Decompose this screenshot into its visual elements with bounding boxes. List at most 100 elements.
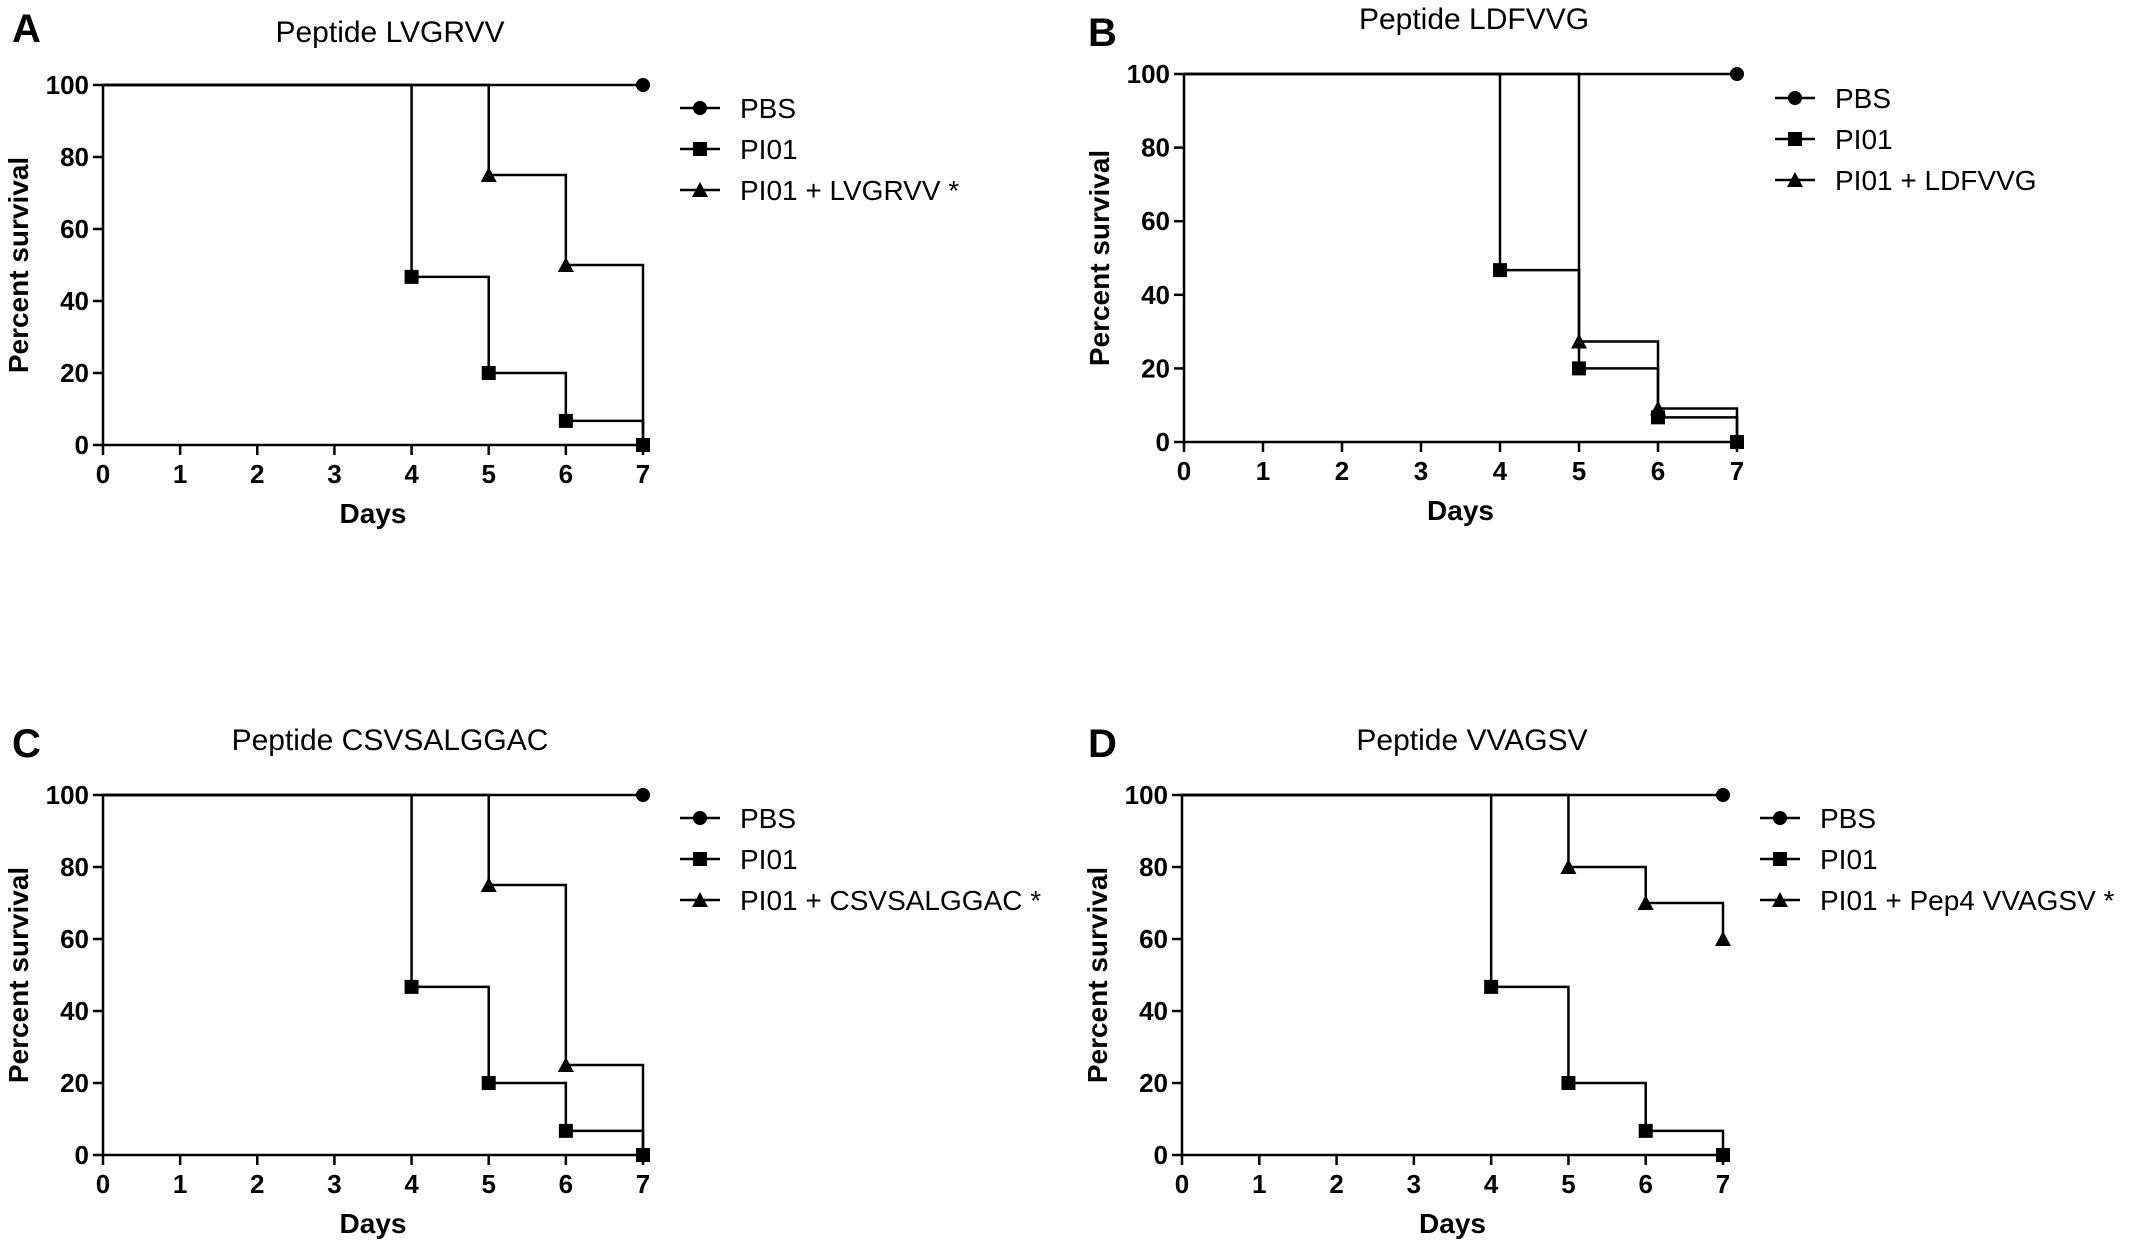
series-line xyxy=(103,793,645,1155)
data-point-circle xyxy=(1716,788,1730,802)
legend-marker-circle xyxy=(1773,811,1787,825)
data-point-square xyxy=(558,413,573,428)
x-tick-label: 1 xyxy=(1252,1169,1266,1199)
y-tick-label: 80 xyxy=(1139,852,1168,882)
y-tick-label: 100 xyxy=(46,70,89,100)
x-axis-label: Days xyxy=(340,1208,407,1239)
panel-c: C Peptide CSVSALGGAC 0 20 40 60 80 100 0 1 2 3 4 5 6 7 D… xyxy=(3,722,1041,1239)
y-tick-label: 20 xyxy=(60,358,89,388)
series-square xyxy=(103,83,650,452)
data-point-square xyxy=(558,1123,573,1138)
panel-d: D Peptide VVAGSV 0 20 40 60 80 100 0 1 2 3 4 5 6 7 Days P… xyxy=(1082,722,2115,1239)
series-square xyxy=(1182,793,1730,1162)
x-tick-label: 3 xyxy=(1414,456,1428,486)
y-tick-label: 100 xyxy=(1127,59,1170,89)
series-line xyxy=(1182,793,1725,939)
x-tick-label: 5 xyxy=(1561,1169,1575,1199)
y-tick-label: 20 xyxy=(1139,1068,1168,1098)
x-tick-label: 4 xyxy=(1493,456,1508,486)
legend-marker-square xyxy=(693,142,707,156)
x-tick-label: 2 xyxy=(1329,1169,1343,1199)
legend-marker-square xyxy=(1788,132,1802,146)
x-tick-label: 0 xyxy=(96,1169,110,1199)
legend-entry: PI01 xyxy=(1760,844,1878,875)
x-tick-label: 4 xyxy=(1484,1169,1499,1199)
y-axis-label: Percent survival xyxy=(3,867,34,1083)
y-tick-label: 80 xyxy=(60,142,89,172)
series-triangle xyxy=(1184,72,1739,442)
legend-entry: PI01 + CSVSALGGAC * xyxy=(680,885,1041,916)
y-tick-label: 60 xyxy=(60,924,89,954)
legend-marker-triangle xyxy=(1787,172,1803,187)
x-tick-label: 4 xyxy=(404,459,419,489)
data-point-triangle xyxy=(1571,333,1587,349)
legend-marker-triangle xyxy=(692,182,708,197)
x-tick-label: 0 xyxy=(96,459,110,489)
series-line xyxy=(103,793,645,1155)
x-tick-label: 6 xyxy=(559,1169,573,1199)
series-line xyxy=(1184,72,1739,442)
legend-marker-triangle xyxy=(1772,892,1788,907)
y-tick-label: 40 xyxy=(60,996,89,1026)
data-point-square xyxy=(1638,1123,1653,1138)
x-tick-label: 7 xyxy=(1730,456,1744,486)
data-point-triangle xyxy=(1637,895,1654,910)
series-square xyxy=(103,793,650,1162)
legend-entry: PI01 xyxy=(680,844,798,875)
y-tick-label: 100 xyxy=(46,780,89,810)
legend-entry: PBS xyxy=(1760,803,1876,834)
data-point-triangle xyxy=(557,257,574,272)
x-tick-label: 2 xyxy=(250,459,264,489)
data-point-circle xyxy=(636,78,650,92)
data-point-triangle xyxy=(480,877,497,892)
series-line xyxy=(103,83,645,445)
legend-label: PI01 xyxy=(1820,844,1878,875)
data-point-circle xyxy=(636,788,650,802)
series-line xyxy=(1182,793,1725,1155)
panel-letter: B xyxy=(1088,11,1117,55)
x-tick-label: 5 xyxy=(1572,456,1586,486)
data-point-square xyxy=(404,979,419,994)
data-point-triangle xyxy=(1715,931,1731,946)
data-point-triangle xyxy=(480,167,497,182)
legend-marker-square xyxy=(1773,852,1787,866)
series-triangle xyxy=(103,793,645,1155)
y-axis-label: Percent survival xyxy=(3,157,34,373)
y-axis-label: Percent survival xyxy=(1082,867,1113,1083)
x-tick-label: 5 xyxy=(481,459,495,489)
legend-marker-circle xyxy=(693,811,707,825)
legend-entry: PI01 + LDFVVG xyxy=(1775,165,2037,196)
y-tick-label: 80 xyxy=(1141,133,1170,163)
data-point-square xyxy=(1493,263,1507,278)
chart-title: Peptide LVGRVV xyxy=(275,16,504,49)
legend-label: PBS xyxy=(1820,803,1876,834)
legend-label: PI01 + CSVSALGGAC * xyxy=(740,885,1041,916)
x-tick-label: 7 xyxy=(636,1169,650,1199)
legend-label: PBS xyxy=(1835,83,1891,114)
legend-label: PBS xyxy=(740,803,796,834)
y-tick-label: 100 xyxy=(1125,780,1168,810)
data-point-triangle xyxy=(1650,400,1666,416)
legend-entry: PI01 + LVGRVV * xyxy=(680,175,959,206)
y-tick-label: 20 xyxy=(1141,353,1170,383)
y-tick-label: 40 xyxy=(60,286,89,316)
y-tick-label: 60 xyxy=(60,214,89,244)
y-tick-label: 0 xyxy=(75,430,89,460)
y-tick-label: 0 xyxy=(1154,1140,1168,1170)
data-point-square xyxy=(481,1076,496,1090)
data-point-circle xyxy=(1730,67,1744,81)
x-tick-label: 0 xyxy=(1175,1169,1189,1199)
legend-marker-triangle xyxy=(692,892,708,907)
x-tick-label: 0 xyxy=(1177,456,1191,486)
x-tick-label: 6 xyxy=(1651,456,1665,486)
series-square xyxy=(1184,72,1744,449)
panel-a: A Peptide LVGRVV 0 20 40 60 80 100 0 1 2 3 4 5 6 7 Days P… xyxy=(3,7,959,529)
legend-label: PI01 xyxy=(1835,124,1893,155)
chart-title: Peptide VVAGSV xyxy=(1356,724,1587,757)
legend-entry: PBS xyxy=(680,93,796,124)
y-axis-label: Percent survival xyxy=(1084,150,1115,366)
x-tick-label: 1 xyxy=(173,1169,187,1199)
x-tick-label: 5 xyxy=(481,1169,495,1199)
x-tick-label: 3 xyxy=(1407,1169,1421,1199)
